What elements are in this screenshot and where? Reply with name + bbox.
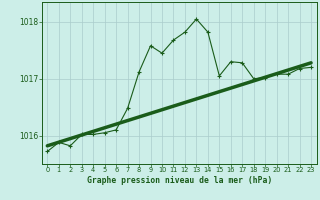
X-axis label: Graphe pression niveau de la mer (hPa): Graphe pression niveau de la mer (hPa) xyxy=(87,176,272,185)
